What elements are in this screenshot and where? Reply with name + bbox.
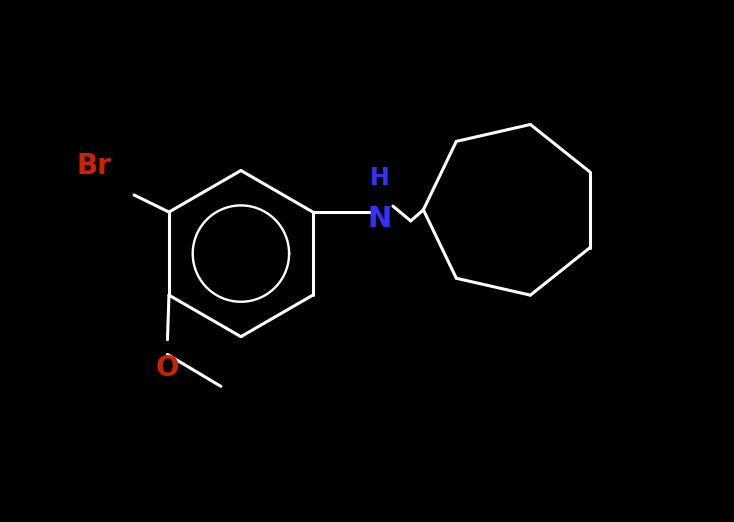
- Text: N: N: [368, 205, 392, 233]
- Text: H: H: [370, 166, 390, 190]
- Text: Br: Br: [77, 152, 112, 180]
- Text: O: O: [156, 354, 179, 383]
